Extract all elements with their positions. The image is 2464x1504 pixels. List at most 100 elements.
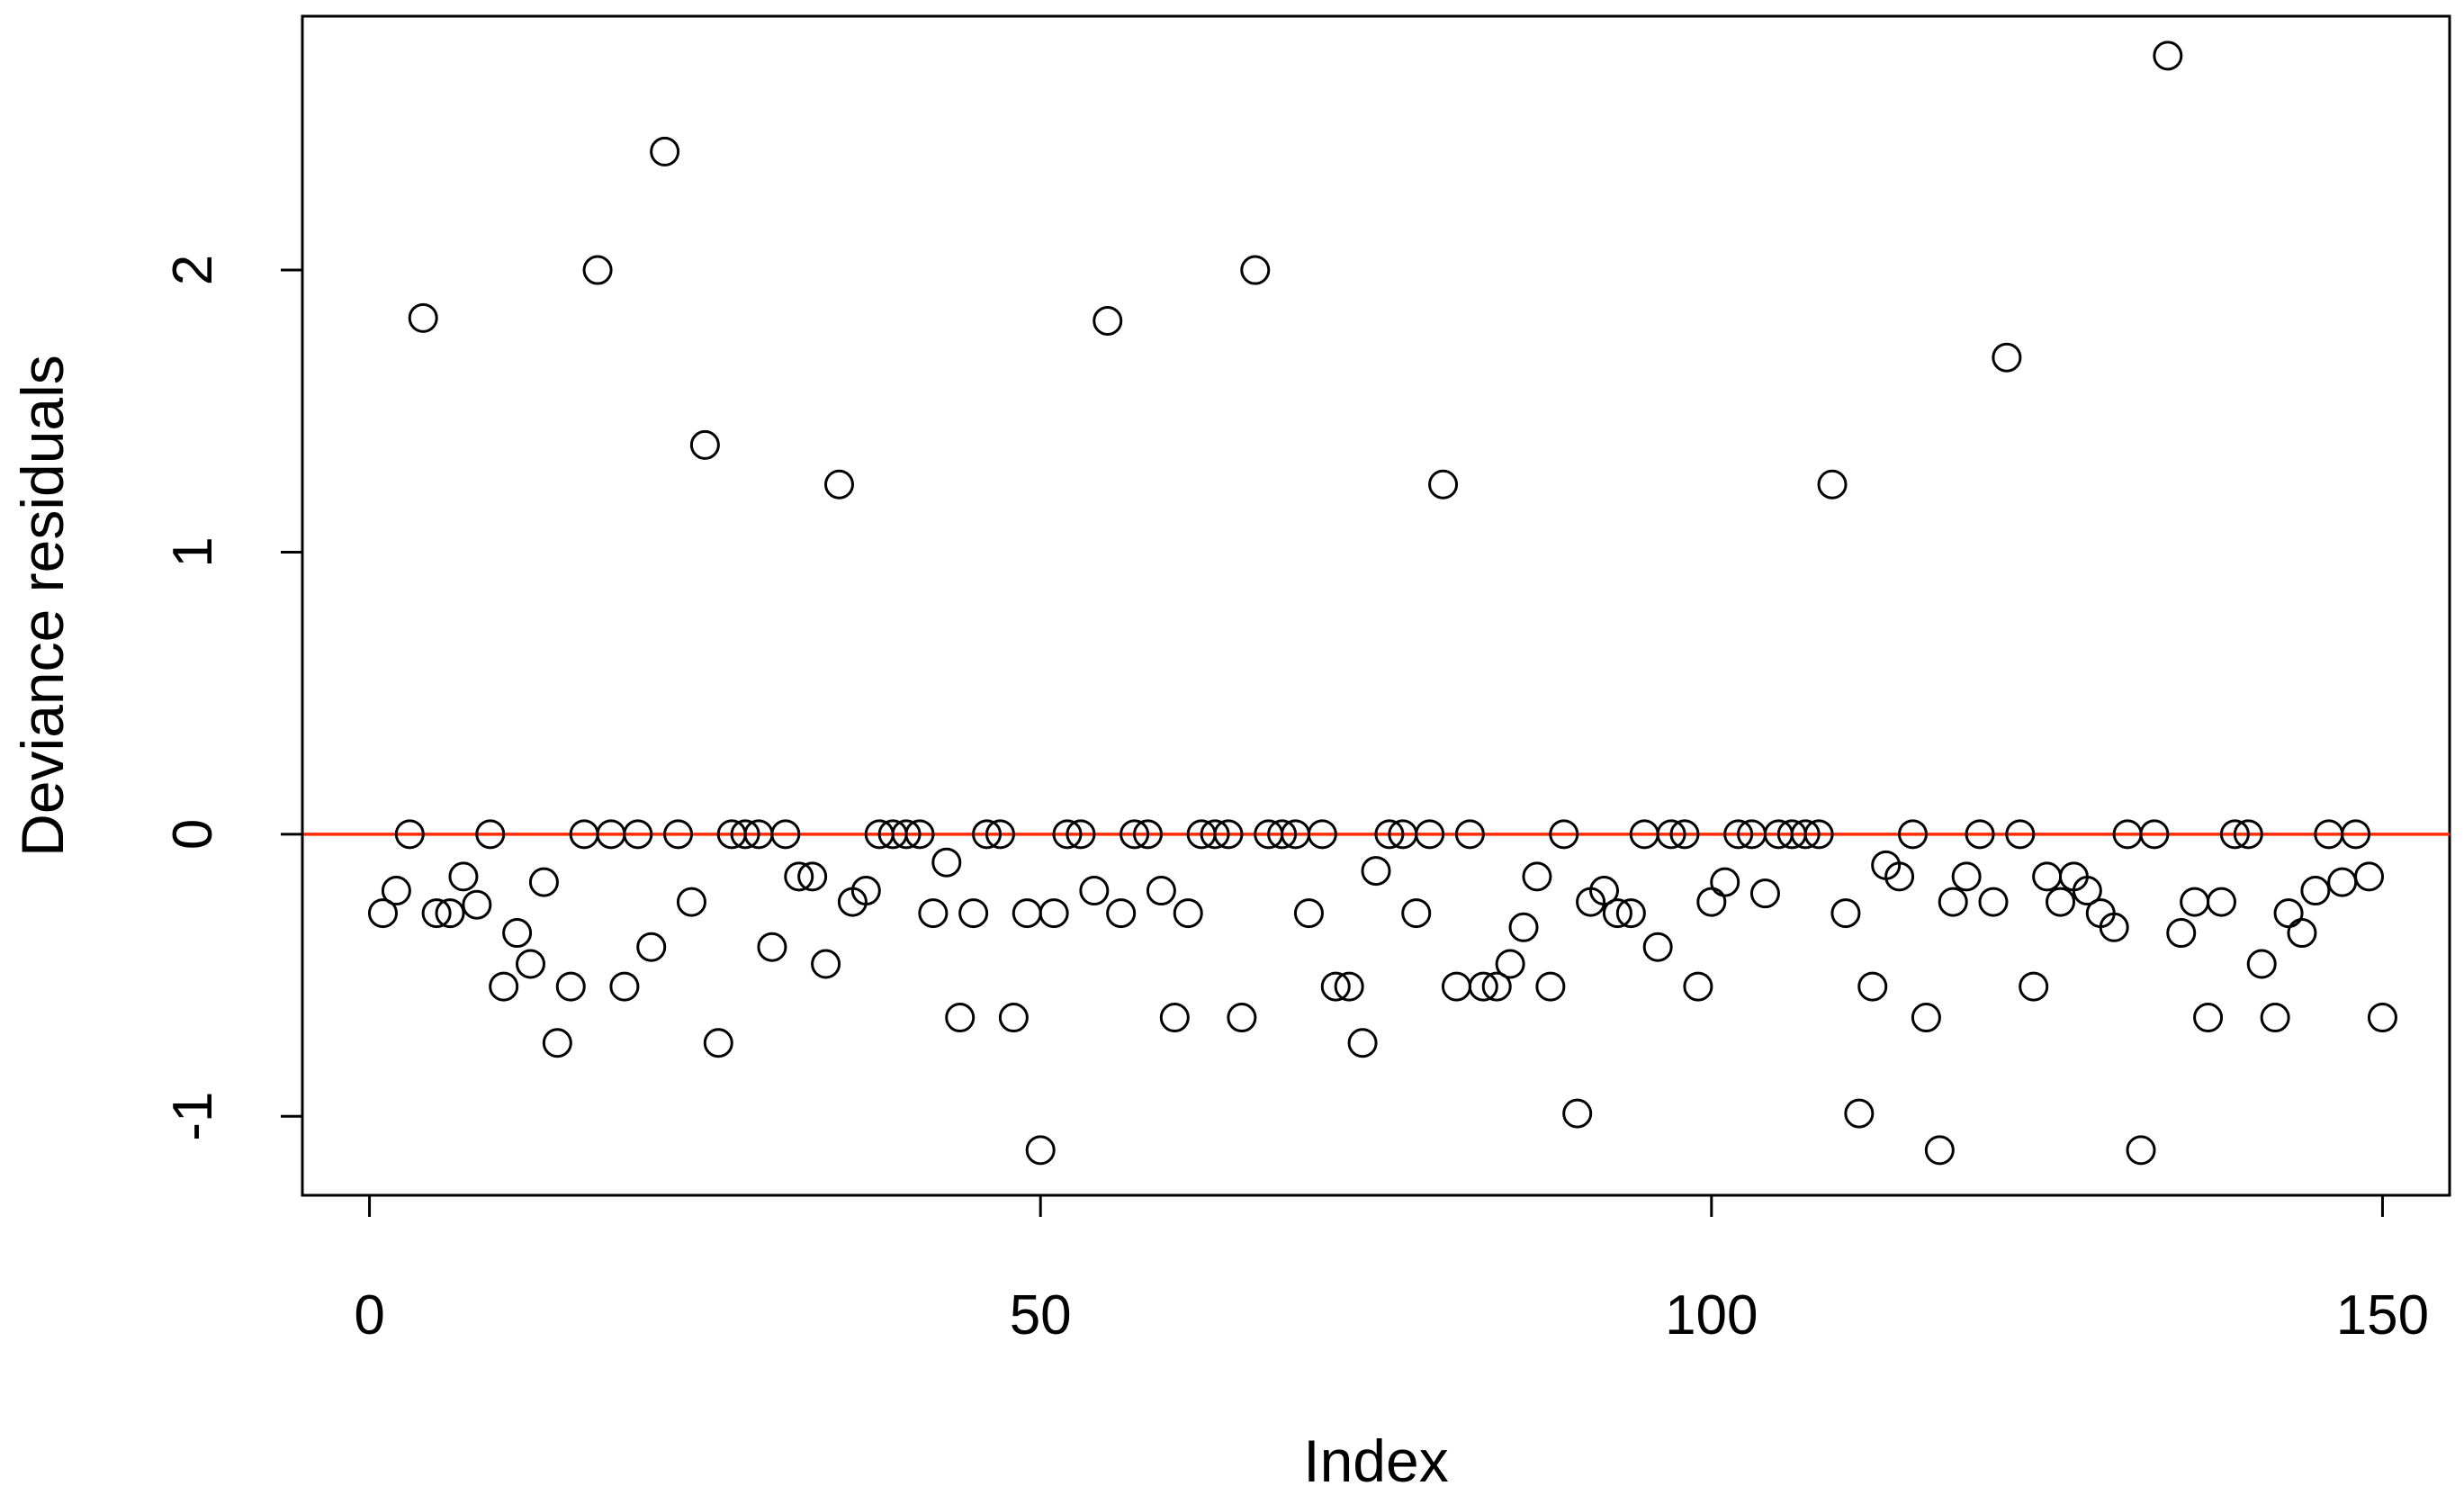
data-point xyxy=(2005,819,2036,850)
data-point xyxy=(528,867,559,897)
data-point xyxy=(1911,1003,1941,1033)
data-point xyxy=(850,876,881,906)
data-point xyxy=(2327,867,2358,897)
data-point xyxy=(972,819,1003,850)
data-point xyxy=(1320,971,1351,1002)
data-point xyxy=(650,136,680,167)
data-point xyxy=(421,898,452,929)
data-point xyxy=(2206,887,2236,917)
data-point xyxy=(1093,305,1123,336)
data-point xyxy=(904,819,935,850)
data-point xyxy=(1549,819,1579,850)
data-point xyxy=(1468,971,1498,1002)
y-tick-label: -1 xyxy=(162,1092,224,1141)
data-point xyxy=(1267,819,1298,850)
data-point xyxy=(1079,876,1110,906)
data-point xyxy=(945,1003,976,1033)
data-point xyxy=(770,819,801,850)
x-axis-title: Index xyxy=(1303,1427,1448,1494)
data-point xyxy=(609,971,640,1002)
data-point xyxy=(2180,887,2210,917)
data-point xyxy=(1803,819,1834,850)
data-point xyxy=(2341,819,2371,850)
data-point xyxy=(2219,819,2250,850)
x-tick-label: 0 xyxy=(354,1284,384,1346)
data-point xyxy=(1481,971,1512,1002)
data-point xyxy=(1615,898,1646,929)
data-point xyxy=(542,1028,572,1058)
data-point xyxy=(1293,898,1324,929)
x-tick-label: 50 xyxy=(1010,1284,1072,1346)
data-point xyxy=(1951,861,1982,892)
data-point xyxy=(689,429,720,460)
data-point xyxy=(2354,861,2385,892)
data-point xyxy=(2153,41,2183,71)
data-point xyxy=(730,819,760,850)
data-point xyxy=(1441,971,1471,1002)
data-point xyxy=(2126,1135,2156,1166)
data-point xyxy=(1146,876,1176,906)
data-point xyxy=(1039,898,1069,929)
y-axis-title: Deviance residuals xyxy=(9,355,76,857)
data-point xyxy=(1120,819,1150,850)
y-tick-label: 2 xyxy=(162,255,224,285)
data-point xyxy=(1978,887,2009,917)
data-point xyxy=(636,932,667,962)
data-point xyxy=(502,918,533,949)
data-point xyxy=(1508,912,1539,942)
data-point xyxy=(824,469,854,500)
data-point xyxy=(367,898,398,929)
data-point xyxy=(2166,918,2197,949)
data-point xyxy=(1817,469,1848,500)
data-point xyxy=(703,1028,733,1058)
data-point xyxy=(1522,861,1552,892)
y-tick-label: 1 xyxy=(162,536,224,567)
data-point xyxy=(1790,819,1821,850)
data-point xyxy=(1669,819,1700,850)
data-point xyxy=(1535,971,1566,1002)
data-point xyxy=(2019,971,2049,1002)
data-point xyxy=(408,302,438,333)
data-point xyxy=(475,819,506,850)
data-point xyxy=(931,847,962,878)
data-point xyxy=(1227,1003,1257,1033)
data-point xyxy=(1965,819,1995,850)
data-point xyxy=(448,861,479,892)
data-point xyxy=(1749,878,1780,909)
data-point xyxy=(676,887,706,917)
data-point xyxy=(1401,898,1432,929)
data-point xyxy=(489,971,519,1002)
data-point xyxy=(623,819,653,850)
data-point xyxy=(663,819,694,850)
data-point xyxy=(1347,1028,1378,1058)
data-point xyxy=(2273,898,2304,929)
data-point xyxy=(1025,1135,1056,1166)
x-tick-label: 150 xyxy=(2336,1284,2429,1346)
data-point xyxy=(1132,819,1163,850)
data-point xyxy=(1173,898,1203,929)
data-point xyxy=(891,819,922,850)
data-point xyxy=(1495,949,1525,979)
data-point xyxy=(2300,876,2331,906)
data-point xyxy=(1830,898,1861,929)
data-point xyxy=(1066,819,1096,850)
data-point xyxy=(2246,949,2277,979)
data-point xyxy=(1052,819,1083,850)
data-point xyxy=(2139,819,2170,850)
data-point xyxy=(1213,819,1244,850)
data-point xyxy=(1898,819,1928,850)
data-point xyxy=(811,949,841,979)
data-point xyxy=(435,898,465,929)
data-point xyxy=(2260,1003,2290,1033)
data-point xyxy=(1857,971,1888,1002)
y-tick-label: 0 xyxy=(162,819,224,850)
data-point xyxy=(2193,1003,2224,1033)
data-point xyxy=(1200,819,1230,850)
data-point xyxy=(2099,912,2129,942)
data-point xyxy=(998,1003,1029,1033)
data-point xyxy=(1884,861,1915,892)
data-point xyxy=(797,861,828,892)
data-point xyxy=(2287,918,2317,949)
data-point xyxy=(1106,898,1137,929)
